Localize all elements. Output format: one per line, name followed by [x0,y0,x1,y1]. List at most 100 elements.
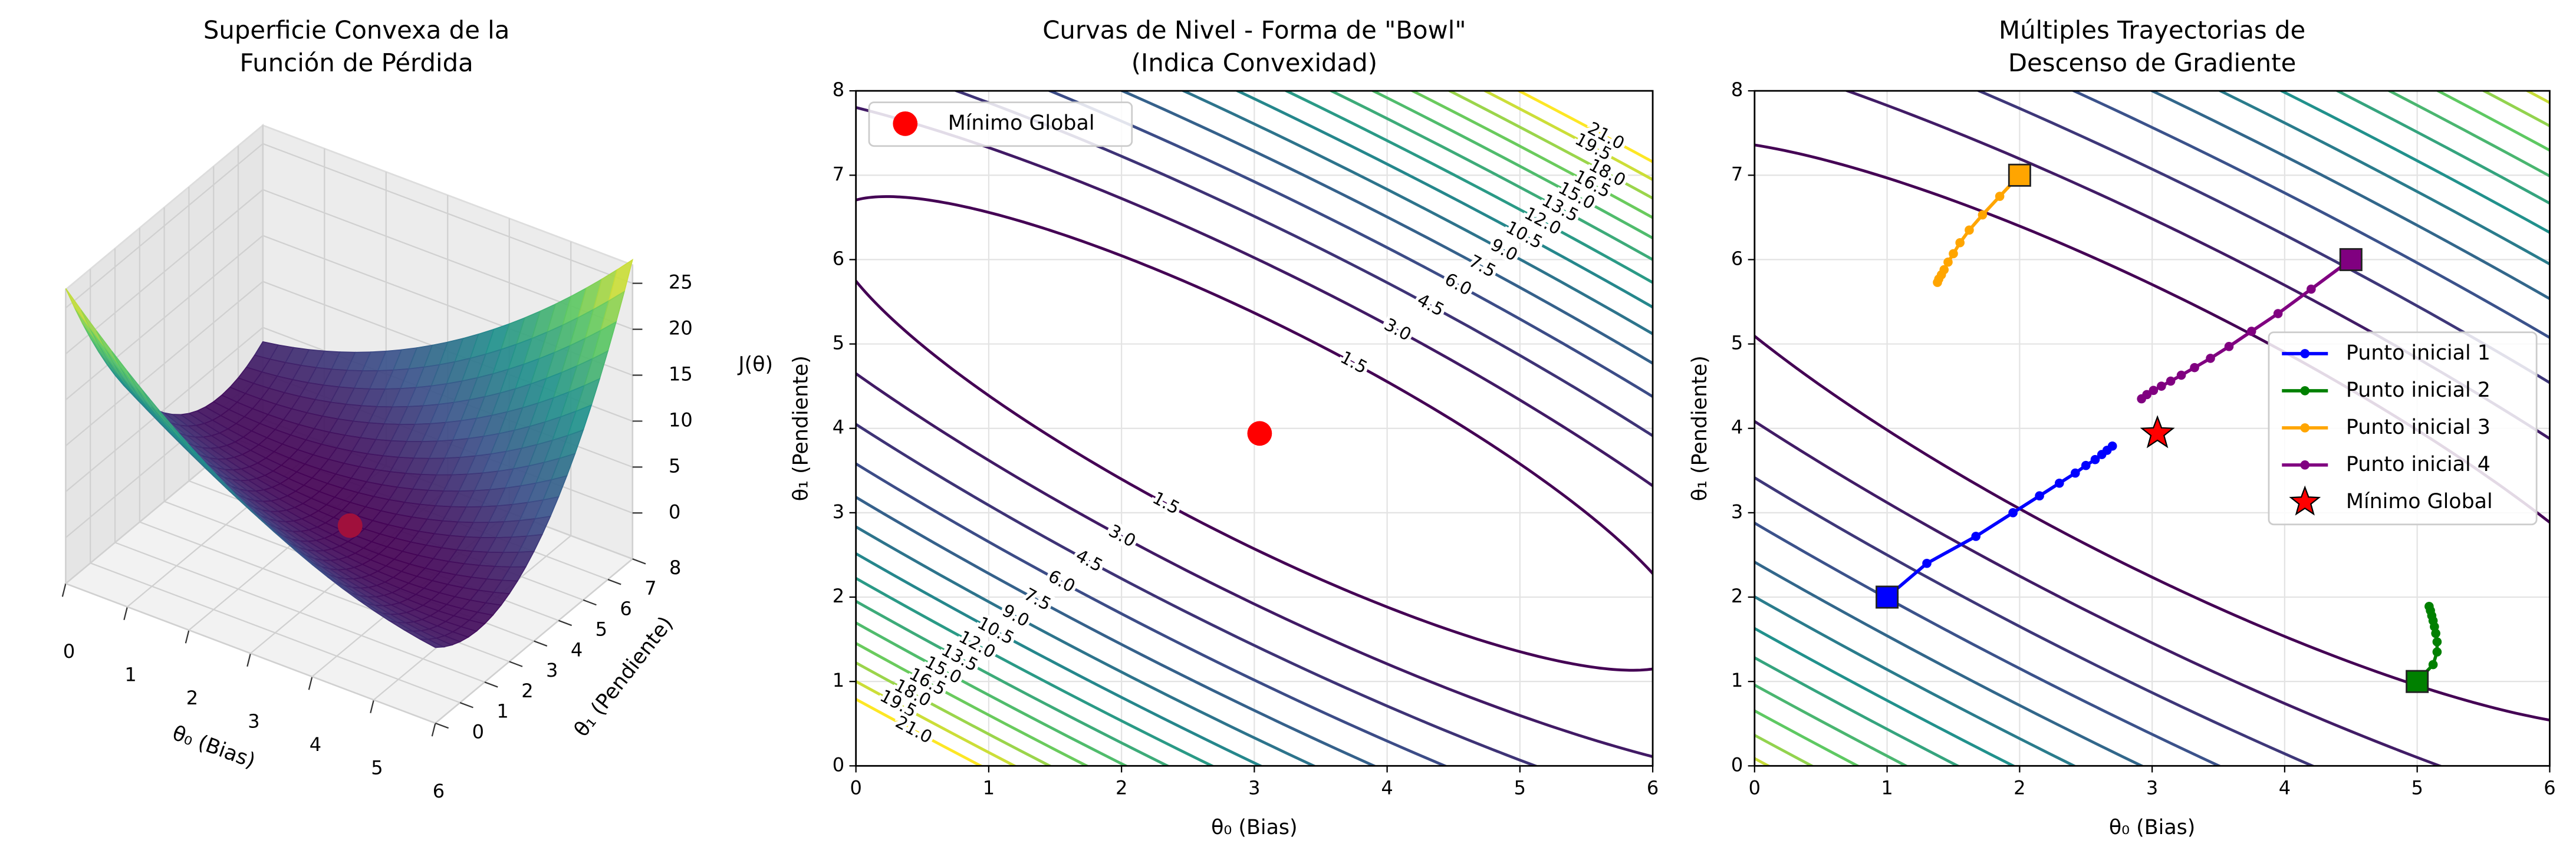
contour-label: 6.0 [1442,269,1475,299]
tick-mark [607,579,621,585]
trajectory-point [1965,225,1974,235]
trajectory-point [2149,385,2159,396]
trajectory-point [2246,327,2256,336]
grid-line [65,327,264,493]
trajectory-point [1955,238,1965,248]
grid-line [262,143,633,284]
trajectory-point [2206,354,2215,363]
legend-swatch [2300,386,2310,396]
trajectory-point [2432,637,2442,647]
grid-line [90,562,460,704]
trajectories-plot: 0 1 2 3 4 5 6 0 1 2 3 4 5 6 7 8 Múltiples Trayectorias d… [1688,15,2556,839]
grid-line [114,542,485,683]
trajectory-point [1995,192,2005,201]
tick-mark [484,681,498,688]
trajectory-point [2008,508,2018,518]
x-tick-label: 5 [1514,776,1526,799]
y-tick-label: 3 [1731,500,1743,523]
contour-label: 3.0 [1381,314,1414,345]
start-marker [2339,248,2363,271]
grid-line [65,143,264,309]
grid-line [65,582,436,724]
surface-patch [419,638,446,648]
x-axis-label: θ₀ (Bias) [2109,816,2196,839]
y-tick-label: 2 [1731,585,1743,607]
trajectory-point [2070,468,2080,478]
trajectory-point [2176,370,2186,380]
y-tick-label: 5 [833,332,844,354]
trajectory-point [2166,376,2176,386]
z-tick-label: 20 [669,317,693,340]
contour-line [856,195,1653,672]
x-tick-label: 6 [433,780,445,802]
contour-label: 4.5 [1414,289,1447,320]
legend: Mínimo Global [868,101,1133,147]
trajectory-point [2157,381,2166,391]
x-tick-label: 2 [1116,776,1127,799]
x-tick-label: 2 [2014,776,2025,799]
z-tick-label: 10 [669,408,693,431]
tick-mark [185,630,190,644]
x-tick-label: 0 [63,640,75,663]
trajectory-point [2137,394,2146,404]
x-tick-label: 0 [850,776,861,799]
legend-label: Punto inicial 4 [2346,453,2491,476]
tick-mark [308,676,313,690]
tick-mark [558,620,573,627]
x-tick-label: 5 [2411,776,2423,799]
y-tick-label: 6 [833,247,844,269]
tick-mark [431,723,436,737]
trajectory-point [1971,532,1980,541]
grid-line [65,189,264,355]
legend: Punto inicial 1 Punto inicial 2 Punto inic… [2268,331,2538,526]
grid-line [65,235,264,401]
z-tick-label: 0 [669,500,680,523]
tick-mark [583,599,597,606]
tick-mark [123,607,129,621]
x-tick-label: 3 [1248,776,1260,799]
y-tick-label: 4 [1731,416,1743,439]
tick-mark [459,701,473,709]
y-axis-label: θ₁ (Pendiente) [789,355,813,501]
trajectory-point [2432,647,2442,657]
trajectory-point [1933,278,1942,287]
chart-title: Superficie Convexa de la [203,15,510,44]
y-tick-label: 7 [833,163,844,185]
trajectory-point [1978,210,1988,220]
x-tick-label: 5 [371,756,383,779]
trajectory-point [2307,284,2316,294]
y-tick-label: 0 [833,753,844,776]
y-tick-label: 1 [496,700,508,723]
z-tick-label: 25 [669,271,693,294]
y-tick-label: 2 [833,585,844,607]
x-axis-label: θ₀ (Bias) [169,721,258,773]
chart-title: Múltiples Trayectorias de [1999,15,2305,44]
y-tick-label: 1 [833,669,844,691]
contour-label: 6.0 [1045,566,1078,597]
legend-label: Punto inicial 3 [2346,416,2491,439]
trajectory-point [2224,342,2234,351]
contour-line [856,91,1653,766]
x-axis-label: θ₀ (Bias) [1211,816,1298,839]
legend-label: Mínimo Global [948,111,1095,135]
trajectory-point [2081,460,2091,470]
minimum-marker [1247,421,1272,446]
x-tick-label: 3 [248,710,259,732]
tick-mark [246,653,251,667]
tick-mark [632,558,646,565]
surface [65,258,634,648]
x-tick-label: 2 [186,687,198,709]
contour-label: 21.0 [892,711,935,747]
axes-frame [855,90,1654,767]
tick-mark [370,700,374,713]
legend-box [2268,331,2538,526]
y-tick-label: 5 [596,618,607,640]
grid-line [65,281,264,447]
chart-title: Función de Pérdida [240,48,473,77]
legend-swatch [2289,485,2321,516]
z-tick-label: 5 [669,454,680,477]
y-tick-label: 5 [1731,332,1743,354]
